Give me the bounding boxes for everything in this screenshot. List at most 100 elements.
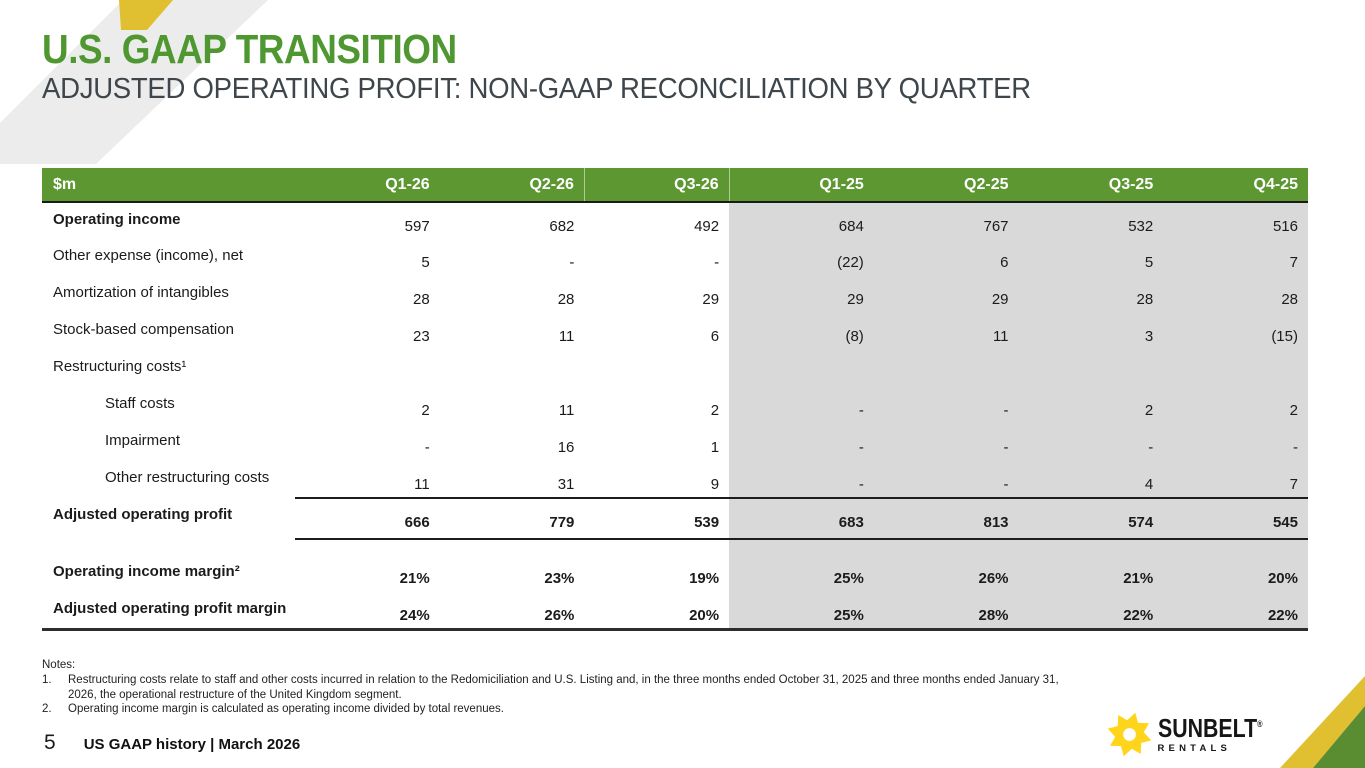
table-row: Restructuring costs¹ [42,350,1308,387]
sunbelt-sun-icon [1107,712,1151,757]
table-cell: 16 [557,439,575,456]
table-cell [440,539,585,555]
table-cell: 2 [710,402,720,419]
slide-header: U.S. GAAP TRANSITION ADJUSTED OPERATING … [42,26,1083,106]
table-cell: 6 [710,328,720,345]
column-header-q2-26: Q2-26 [439,168,585,203]
table-cell: 7 [1163,461,1308,498]
table-cell: 11 [558,402,575,419]
table-cell: 23% [544,570,575,587]
table-cell: 28 [1163,276,1308,313]
yellow-corner-stripe-icon [1280,676,1365,768]
table-header: $m Q1-26 Q2-26 Q3-26 Q1-25 Q2-25 Q3-25 Q4-25 [42,168,1308,203]
table-cell: 516 [1163,202,1308,239]
table-cell: 31 [557,476,575,493]
table-cell [729,539,874,555]
table-cell: 23 [413,328,430,345]
column-header-q4-25: Q4-25 [1163,168,1308,203]
table-cell: 4 [1018,461,1164,498]
table-row: Other restructuring costs 11 31 9- -4 7 [42,461,1308,498]
table-cell: 22% [1163,592,1308,631]
logo-text: SUNBELT® RENTALS [1158,715,1286,754]
page-number: 5 [44,731,56,754]
table-cell: 20% [584,592,730,631]
table-cell: 20% [1163,555,1308,592]
row-label: Adjusted operating profit [53,506,233,523]
table-cell: - [1163,424,1308,461]
registered-mark: ® [1256,719,1263,729]
table-cell: 25% [729,555,874,592]
table-row: Staff costs 2 11 2- -2 2 [42,387,1308,424]
row-label: Stock-based compensation [53,321,234,338]
table-cell [873,350,1019,387]
note-text: Operating income margin is calculated as… [68,703,504,715]
table-cell: 29 [702,291,720,308]
sunbelt-logo: SUNBELT® RENTALS [1106,711,1286,758]
footer-text: US GAAP history | March 2026 [83,736,301,753]
row-label: Other restructuring costs [105,469,270,486]
note-number: 2. [42,703,52,715]
table-cell: 26% [873,555,1019,592]
table-cell: - [714,254,720,271]
slide-subtitle: ADJUSTED OPERATING PROFIT: NON-GAAP RECO… [42,73,1031,106]
note-text: Restructuring costs relate to staff and … [68,674,1059,701]
row-label: Staff costs [105,395,175,412]
notes-heading: Notes: [42,659,76,671]
note-item: 1. Restructuring costs relate to staff an… [42,673,1068,702]
table-cell: (15) [1163,313,1308,350]
table-cell: 2 [1018,387,1164,424]
table-cell [584,539,729,555]
table-row: Stock-based compensation 23 11 6 (8) 11 3 (15) [42,313,1308,350]
table-cell: - [729,387,874,424]
unit-column-header: $m [42,168,295,203]
gray-diagonal-band [0,0,268,164]
table-cell: 21% [399,570,430,587]
table-header-row: $m Q1-26 Q2-26 Q3-26 Q1-25 Q2-25 Q3-25 Q4-25 [42,168,1308,203]
table-row: Other expense (income), net 5- - (22) 6 5 7 [42,239,1308,276]
table-body: Operating income 597 682 492 684 767 532 516 Oth… [42,202,1308,631]
table-cell: 5 [1018,239,1164,276]
table-row: Impairment -16 1- - - - [42,424,1308,461]
slide-title: U.S. GAAP TRANSITION [42,26,457,72]
table-cell: 28 [413,291,430,308]
table-cell: - [729,461,874,498]
reconciliation-table: $m Q1-26 Q2-26 Q3-26 Q1-25 Q2-25 Q3-25 Q4-25 Op… [42,168,1308,631]
table-cell: 2 [421,402,430,419]
table-cell: - [424,439,430,456]
table-cell: 666 [295,497,440,540]
table-cell: 29 [873,276,1019,313]
notes-section: Notes: 1. Restructuring costs relate to s… [42,659,1068,717]
table-cell: 539 [584,497,730,540]
row-label: Impairment [105,432,181,449]
table-cell: 11 [414,476,430,493]
table-cell: (22) [729,239,874,276]
table-cell: 779 [439,497,585,540]
yellow-accent-stripe-icon [119,0,173,30]
table-cell: 28 [557,291,575,308]
table-cell: 683 [729,497,874,540]
table-cell [440,350,585,387]
row-label [42,539,295,555]
table-cell [295,539,440,555]
table-cell: 492 [694,218,720,235]
table-cell: 6 [873,239,1019,276]
table-cell: 11 [558,328,575,345]
table-cell: 574 [1018,497,1164,540]
table-cell: 3 [1018,313,1164,350]
table-cell [1018,539,1164,555]
table-cell: 682 [549,218,575,235]
table-cell: 28 [1018,276,1164,313]
logo-wordmark: SUNBELT® [1157,713,1263,743]
table-cell [729,350,874,387]
table-cell: 767 [873,202,1019,239]
table-cell: 11 [873,313,1019,350]
row-label: Adjusted operating profit margin [42,592,295,631]
table-cell: 2 [1163,387,1308,424]
column-header-q2-25: Q2-25 [873,168,1019,203]
table-cell [295,350,440,387]
slide-footer: 5 US GAAP history | March 2026 [44,731,300,755]
row-label: Operating income [53,211,181,228]
notes-list: 1. Restructuring costs relate to staff an… [42,673,1068,717]
table-cell: 597 [404,218,430,235]
column-header-q3-25: Q3-25 [1018,168,1164,203]
